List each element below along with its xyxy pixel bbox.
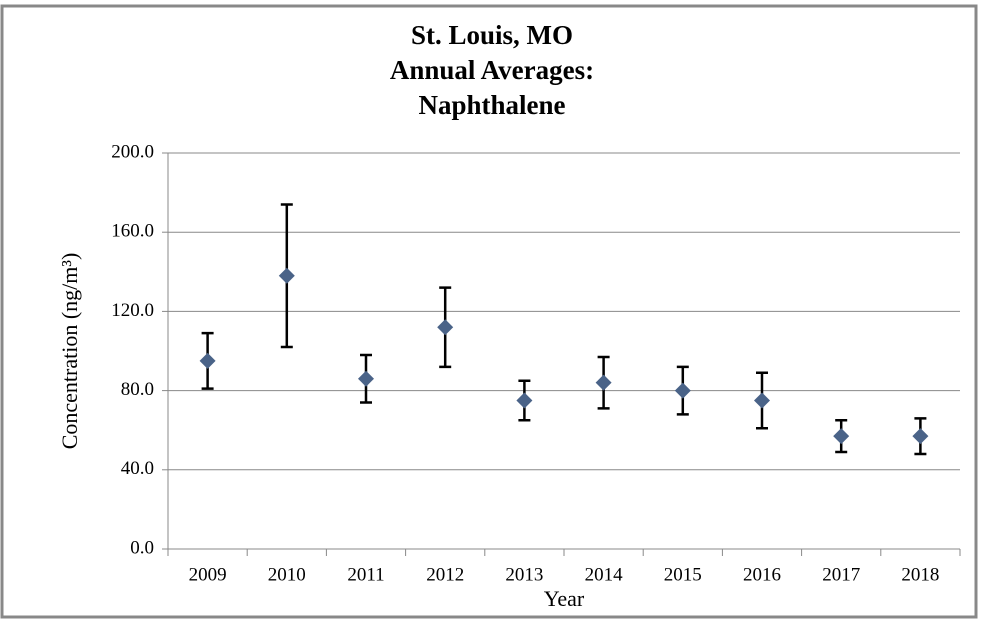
y-axis-label: Concentration (ng/m³) <box>57 253 82 450</box>
chart-title: Annual Averages: <box>390 55 594 85</box>
point <box>833 428 850 445</box>
y-tick-label: 160.0 <box>111 221 154 242</box>
x-tick-label: 2014 <box>585 564 624 585</box>
x-tick-label: 2015 <box>664 564 702 585</box>
y-tick-label: 40.0 <box>121 458 154 479</box>
x-tick-label: 2016 <box>743 564 781 585</box>
point <box>674 382 691 399</box>
point <box>754 392 770 409</box>
y-tick-label: 120.0 <box>111 300 154 321</box>
x-tick-label: 2013 <box>505 564 543 585</box>
point <box>278 267 295 284</box>
x-tick-label: 2009 <box>189 564 227 585</box>
point <box>358 370 374 387</box>
point <box>912 428 929 445</box>
point <box>595 374 612 391</box>
x-axis-label: Year <box>544 586 585 611</box>
chart-title: Naphthalene <box>418 90 565 120</box>
x-tick-label: 2017 <box>822 564 860 585</box>
x-tick-label: 2010 <box>268 564 306 585</box>
y-tick-label: 0.0 <box>130 537 154 558</box>
x-tick-label: 2018 <box>901 564 939 585</box>
x-tick-label: 2011 <box>347 564 384 585</box>
y-tick-label: 80.0 <box>121 379 154 400</box>
point <box>437 319 454 336</box>
point <box>199 352 216 369</box>
x-tick-label: 2012 <box>426 564 464 585</box>
point <box>516 392 533 409</box>
chart-title: St. Louis, MO <box>411 20 573 50</box>
y-tick-label: 200.0 <box>111 141 154 162</box>
